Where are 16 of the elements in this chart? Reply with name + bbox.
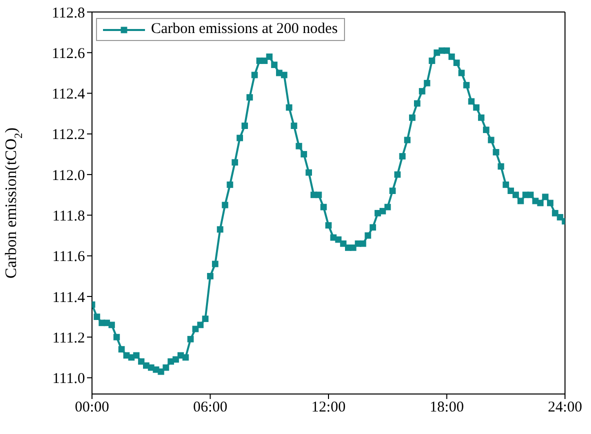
y-tick-label: 111.4 [52,290,86,306]
y-tick-label: 112.6 [52,46,86,62]
y-tick-label: 112.4 [52,86,86,103]
y-tick-label: 112.0 [52,168,85,184]
y-tick-label: 111.0 [52,371,85,388]
y-tick-label: 111.6 [52,249,86,266]
x-tick-label: 24:00 [548,400,582,416]
y-tick-label: 111.8 [52,208,85,225]
legend-label: Carbon emissions at 200 nodes [151,21,338,38]
x-tick-label: 12:00 [311,400,346,416]
x-tick-label: 00:00 [74,400,110,416]
x-tick-label: 18:00 [430,400,464,416]
y-tick-label: 111.2 [52,330,85,346]
y-tick-label: 112.8 [52,5,85,22]
y-tick-label: 112.2 [52,127,85,144]
x-tick-label: 06:00 [193,400,228,416]
